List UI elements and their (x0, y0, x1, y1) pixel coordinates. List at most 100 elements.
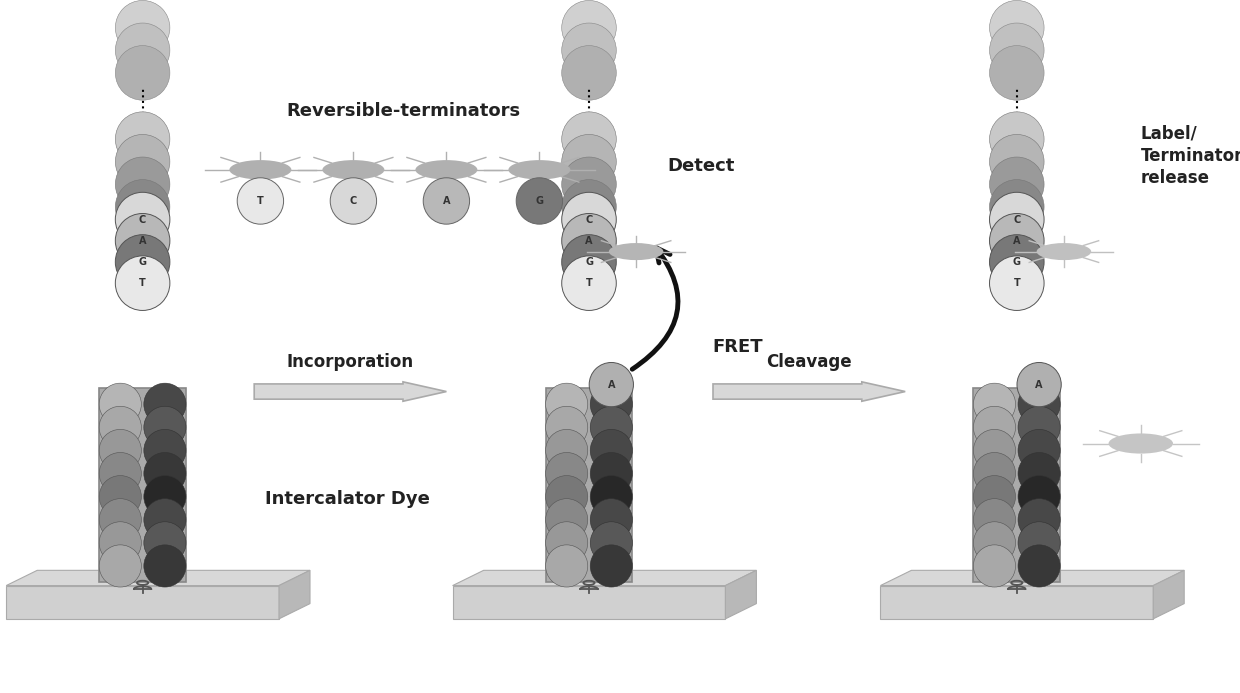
Ellipse shape (115, 179, 170, 234)
Text: G: G (139, 257, 146, 267)
Ellipse shape (415, 160, 477, 179)
Ellipse shape (115, 256, 170, 310)
Ellipse shape (115, 134, 170, 189)
Ellipse shape (546, 430, 588, 471)
Text: Intercalator Dye: Intercalator Dye (265, 490, 429, 508)
Ellipse shape (99, 453, 141, 495)
Ellipse shape (237, 178, 284, 224)
Ellipse shape (590, 430, 632, 471)
Ellipse shape (973, 430, 1016, 471)
Text: C: C (1013, 215, 1021, 225)
Ellipse shape (115, 1, 170, 55)
Ellipse shape (973, 522, 1016, 564)
Text: FRET: FRET (713, 337, 763, 356)
Ellipse shape (590, 475, 632, 518)
Text: Label/
Terminator
release: Label/ Terminator release (1141, 125, 1240, 187)
Text: A: A (608, 380, 615, 389)
Ellipse shape (990, 134, 1044, 189)
Ellipse shape (990, 46, 1044, 100)
Ellipse shape (990, 192, 1044, 247)
Ellipse shape (1018, 545, 1060, 587)
Text: G: G (1013, 257, 1021, 267)
Ellipse shape (99, 475, 141, 518)
Ellipse shape (1109, 433, 1173, 454)
Ellipse shape (99, 545, 141, 587)
Ellipse shape (973, 475, 1016, 518)
Ellipse shape (590, 545, 632, 587)
Text: Cleavage: Cleavage (766, 353, 852, 371)
Ellipse shape (562, 192, 616, 247)
Ellipse shape (1018, 522, 1060, 564)
Ellipse shape (115, 192, 170, 247)
Ellipse shape (99, 522, 141, 564)
Ellipse shape (973, 406, 1016, 448)
Ellipse shape (990, 179, 1044, 234)
Polygon shape (279, 570, 310, 619)
Ellipse shape (144, 453, 186, 495)
Ellipse shape (562, 1, 616, 55)
Ellipse shape (144, 475, 186, 518)
Ellipse shape (546, 453, 588, 495)
Ellipse shape (99, 406, 141, 448)
Ellipse shape (144, 383, 186, 426)
Ellipse shape (590, 522, 632, 564)
Ellipse shape (516, 178, 563, 224)
Ellipse shape (144, 522, 186, 564)
Ellipse shape (115, 112, 170, 166)
Text: T: T (1013, 278, 1021, 288)
Text: A: A (1013, 236, 1021, 246)
Ellipse shape (1037, 243, 1091, 260)
Ellipse shape (99, 499, 141, 541)
Text: C: C (585, 215, 593, 225)
Ellipse shape (990, 1, 1044, 55)
Ellipse shape (423, 178, 470, 224)
Text: A: A (1035, 380, 1043, 389)
Ellipse shape (562, 235, 616, 289)
Ellipse shape (973, 383, 1016, 426)
Text: Detect: Detect (667, 157, 734, 175)
Text: T: T (257, 196, 264, 206)
Ellipse shape (562, 157, 616, 211)
Ellipse shape (562, 112, 616, 166)
Ellipse shape (990, 112, 1044, 166)
Text: G: G (585, 257, 593, 267)
Ellipse shape (562, 213, 616, 268)
Polygon shape (880, 586, 1153, 619)
Ellipse shape (590, 499, 632, 541)
Ellipse shape (115, 157, 170, 211)
Ellipse shape (330, 178, 377, 224)
Ellipse shape (589, 362, 634, 407)
Text: A: A (139, 236, 146, 246)
Ellipse shape (546, 383, 588, 426)
Ellipse shape (1018, 499, 1060, 541)
Ellipse shape (99, 383, 141, 426)
Ellipse shape (144, 430, 186, 471)
Ellipse shape (990, 235, 1044, 289)
Bar (973, 388, 1060, 582)
Ellipse shape (990, 157, 1044, 211)
Ellipse shape (1017, 362, 1061, 407)
Ellipse shape (508, 160, 570, 179)
Polygon shape (6, 570, 310, 586)
Ellipse shape (990, 256, 1044, 310)
Ellipse shape (973, 453, 1016, 495)
Polygon shape (880, 570, 1184, 586)
Ellipse shape (546, 475, 588, 518)
Polygon shape (725, 570, 756, 619)
Text: T: T (139, 278, 146, 288)
Text: C: C (139, 215, 146, 225)
Ellipse shape (115, 235, 170, 289)
Ellipse shape (562, 23, 616, 78)
Ellipse shape (322, 160, 384, 179)
Ellipse shape (990, 213, 1044, 268)
Bar (546, 388, 632, 582)
Ellipse shape (562, 179, 616, 234)
Bar (99, 388, 186, 582)
Ellipse shape (562, 256, 616, 310)
Text: Incorporation: Incorporation (286, 353, 414, 371)
Ellipse shape (546, 499, 588, 541)
Ellipse shape (590, 453, 632, 495)
Ellipse shape (1018, 406, 1060, 448)
FancyArrow shape (713, 382, 905, 401)
Ellipse shape (590, 406, 632, 448)
